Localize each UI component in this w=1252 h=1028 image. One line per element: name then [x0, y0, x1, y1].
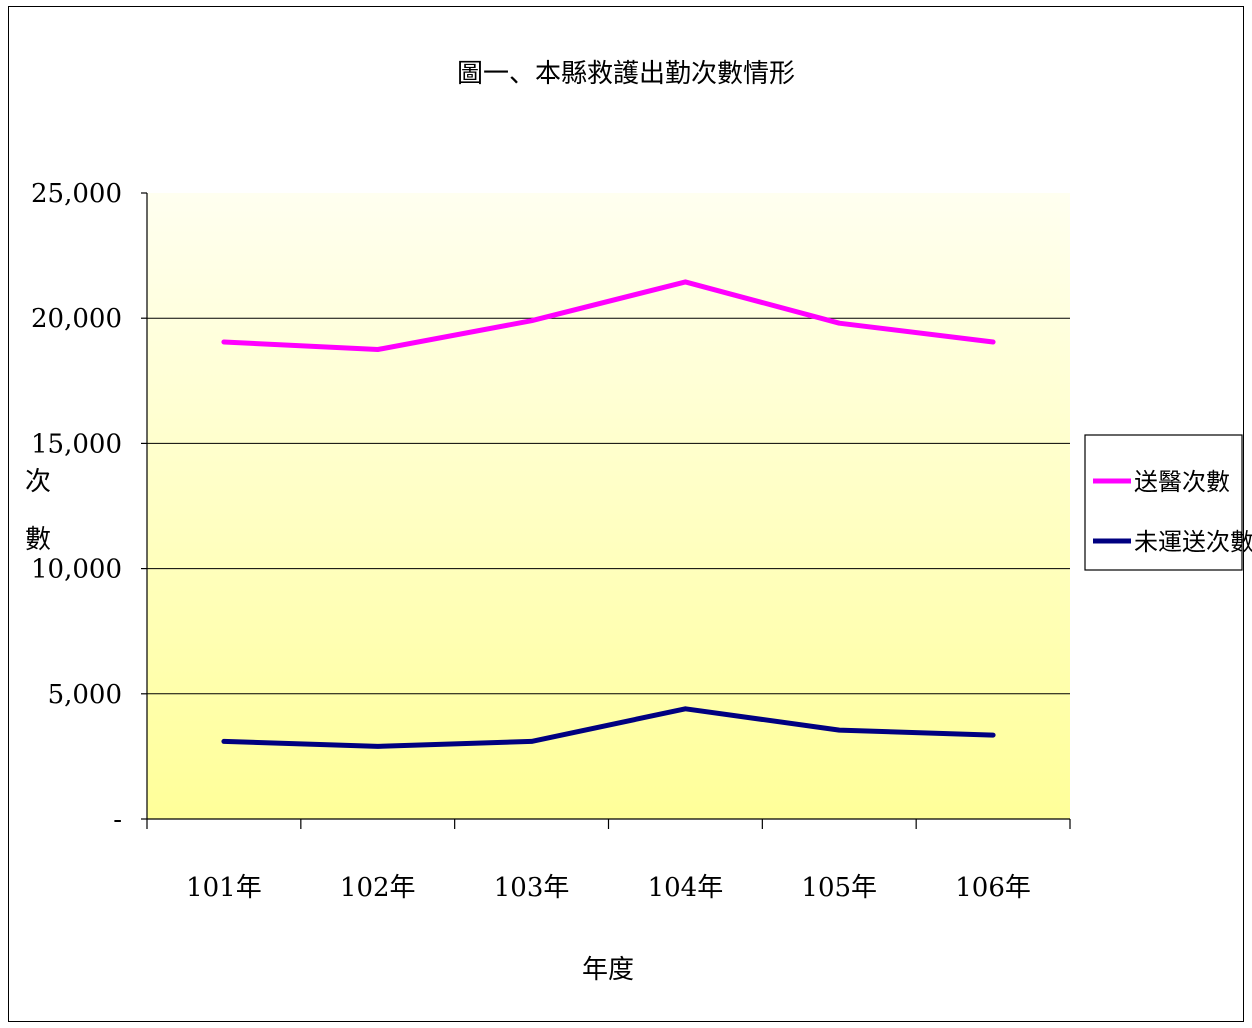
y-tick-label: 5,000: [48, 680, 122, 710]
x-tick-label: 103年: [494, 873, 570, 903]
y-axis-label-char: 次: [25, 467, 51, 497]
y-tick-label: 10,000: [31, 555, 122, 585]
chart-title: 圖一、本縣救護出勤次數情形: [457, 59, 795, 89]
x-tick-label: 102年: [340, 873, 416, 903]
x-axis-label: 年度: [582, 955, 634, 985]
legend-label: 送醫次數: [1134, 468, 1230, 496]
y-axis-label: 次 數: [25, 467, 51, 555]
plot-area: [147, 193, 1070, 819]
y-tick-labels: - 5,000 10,000 15,000 20,000 25,000: [31, 179, 122, 835]
x-tick-label: 101年: [186, 873, 262, 903]
x-tick-labels: 101年 102年 103年 104年 105年 106年: [186, 873, 1031, 903]
x-tick-label: 106年: [955, 873, 1031, 903]
y-tick-label: -: [113, 805, 122, 835]
x-tick-label: 105年: [801, 873, 877, 903]
y-tick-label: 25,000: [31, 179, 122, 209]
gridlines: [147, 317, 1070, 695]
x-tick-label: 104年: [648, 873, 724, 903]
y-tick-label: 15,000: [31, 429, 122, 459]
series-line: [221, 706, 996, 749]
legend-label: 未運送次數: [1134, 528, 1252, 556]
legend-box: [1084, 434, 1243, 571]
axes: [141, 192, 1071, 829]
y-tick-label: 20,000: [31, 304, 122, 334]
y-axis-label-char: 數: [25, 525, 51, 555]
series-line: [221, 279, 996, 352]
series-lines: [221, 279, 996, 749]
